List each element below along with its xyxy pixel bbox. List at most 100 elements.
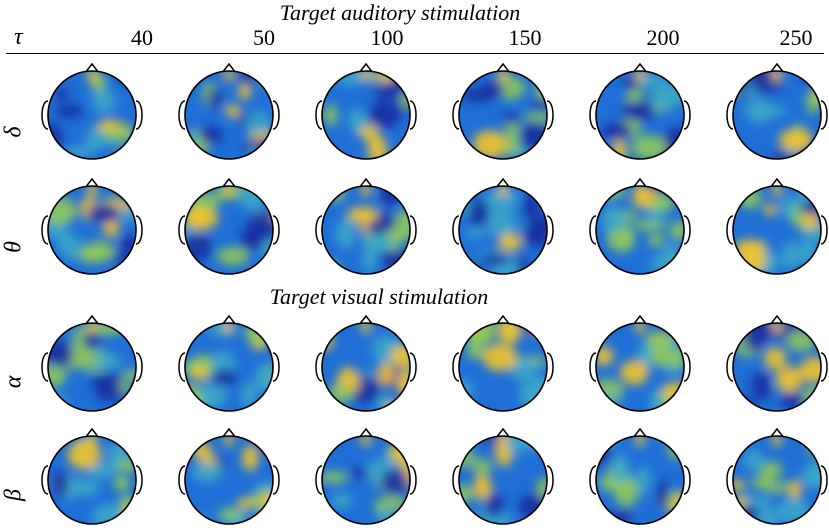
title-auditory: Target auditory stimulation (279, 0, 521, 25)
topomap-beta-100 (315, 427, 417, 525)
right-ear (546, 100, 554, 130)
left-ear (41, 352, 49, 382)
left-ear (178, 465, 186, 495)
col-head-250: 250 (779, 25, 813, 50)
left-ear (178, 352, 186, 382)
right-ear (272, 465, 280, 495)
left-ear (452, 215, 460, 245)
left-ear (178, 215, 186, 245)
head-outline (458, 185, 548, 275)
head-outline (47, 185, 137, 275)
head-outline (321, 322, 411, 412)
left-ear (726, 100, 734, 130)
head-outline (184, 185, 274, 275)
right-ear (546, 465, 554, 495)
title-visual: Target visual stimulation (269, 284, 489, 309)
left-ear (726, 352, 734, 382)
right-ear (546, 352, 554, 382)
right-ear (820, 100, 828, 130)
topomap-delta-40 (41, 62, 143, 160)
right-ear (683, 215, 691, 245)
head-outline (184, 435, 274, 525)
topomap-theta-200 (589, 177, 691, 275)
band-label-theta: θ (0, 241, 27, 253)
topomap-theta-40 (41, 177, 143, 275)
band-label-beta: β (0, 489, 27, 501)
right-ear (272, 100, 280, 130)
band-label-delta: δ (0, 126, 27, 138)
topomap-theta-50 (178, 177, 280, 275)
topomap-beta-40 (41, 427, 143, 525)
left-ear (315, 215, 323, 245)
topomap-beta-200 (589, 427, 691, 525)
right-ear (409, 352, 417, 382)
topomap-beta-150 (452, 427, 554, 525)
left-ear (315, 465, 323, 495)
head-outline (47, 322, 137, 412)
head-outline (458, 70, 548, 160)
topomap-theta-100 (315, 177, 417, 275)
left-ear (452, 352, 460, 382)
topomap-delta-250 (726, 62, 828, 160)
left-ear (178, 100, 186, 130)
topomap-alpha-100 (315, 314, 417, 412)
col-head-50: 50 (253, 25, 275, 50)
head-outline (458, 435, 548, 525)
head-outline (321, 185, 411, 275)
head-outline (595, 322, 685, 412)
left-ear (726, 215, 734, 245)
right-ear (409, 465, 417, 495)
band-label-alpha: α (0, 375, 27, 389)
right-ear (272, 215, 280, 245)
topomap-alpha-150 (452, 314, 554, 412)
col-head-40: 40 (131, 25, 153, 50)
right-ear (272, 352, 280, 382)
right-ear (135, 465, 143, 495)
left-ear (41, 465, 49, 495)
right-ear (820, 465, 828, 495)
left-ear (315, 352, 323, 382)
col-head-100: 100 (370, 25, 404, 50)
head-outline (184, 70, 274, 160)
left-ear (726, 465, 734, 495)
topomap-beta-250 (726, 427, 828, 525)
head-outline (595, 435, 685, 525)
header-rule (6, 53, 824, 54)
topomap-alpha-40 (41, 314, 143, 412)
right-ear (683, 352, 691, 382)
right-ear (409, 100, 417, 130)
head-outline (47, 435, 137, 525)
tau-label: τ (14, 24, 23, 50)
right-ear (820, 215, 828, 245)
head-outline (732, 185, 822, 275)
left-ear (589, 352, 597, 382)
head-outline (595, 185, 685, 275)
topomap-delta-100 (315, 62, 417, 160)
topomap-beta-50 (178, 427, 280, 525)
topomap-alpha-50 (178, 314, 280, 412)
right-ear (683, 465, 691, 495)
left-ear (589, 100, 597, 130)
topomap-delta-150 (452, 62, 554, 160)
head-outline (321, 70, 411, 160)
left-ear (589, 215, 597, 245)
head-outline (732, 70, 822, 160)
head-outline (47, 70, 137, 160)
head-outline (321, 435, 411, 525)
right-ear (820, 352, 828, 382)
left-ear (315, 100, 323, 130)
topomap-delta-50 (178, 62, 280, 160)
right-ear (135, 100, 143, 130)
topomap-alpha-200 (589, 314, 691, 412)
right-ear (546, 215, 554, 245)
left-ear (452, 465, 460, 495)
head-outline (732, 435, 822, 525)
topomap-theta-150 (452, 177, 554, 275)
left-ear (41, 100, 49, 130)
left-ear (589, 465, 597, 495)
head-outline (184, 322, 274, 412)
head-outline (732, 322, 822, 412)
left-ear (41, 215, 49, 245)
right-ear (135, 215, 143, 245)
